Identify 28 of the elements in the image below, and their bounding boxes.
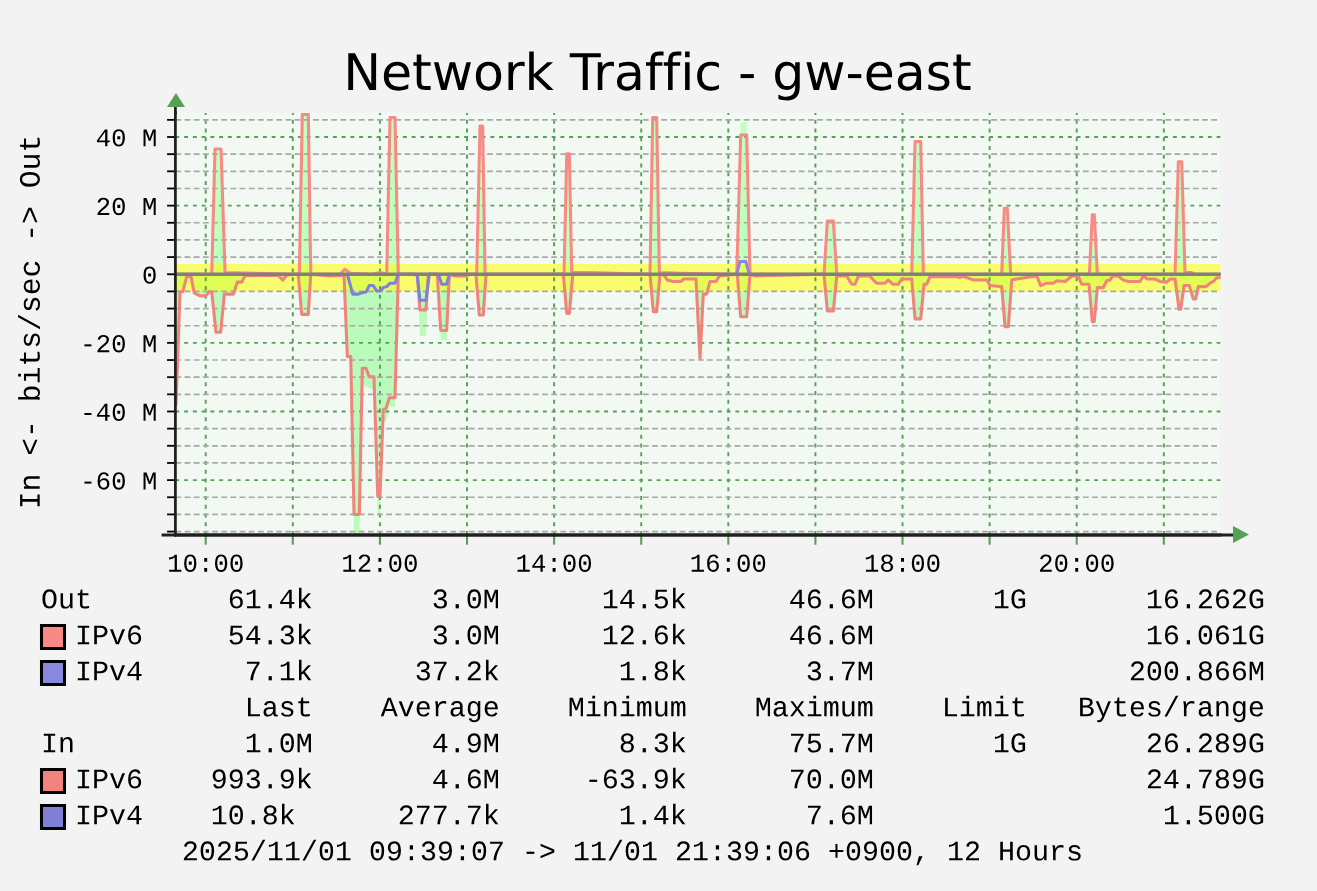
x-tick-label: 12:00: [343, 554, 417, 572]
x-tick-label: 14:00: [517, 554, 592, 572]
text: 10.8k 277.7k 1.4k 7.6M 1.500G: [212, 803, 1264, 825]
y-tick-label: -40 M: [84, 403, 156, 422]
text: 993.9k 4.6M -63.9k 70.0M 24.789G: [212, 767, 1264, 789]
x-tick-label: 20:00: [1039, 554, 1114, 572]
legend-label: IPv4: [77, 661, 142, 681]
y-tick-label: 0: [143, 266, 156, 284]
y-tick-label: 20 M: [97, 197, 156, 216]
text: 61.4k 3.0M 14.5k 46.6M 1G 16.262G: [229, 587, 1264, 609]
text: 54.3k 3.0M 12.6k 46.6M 16.061G: [229, 623, 1264, 645]
x-tick-label: 16:00: [691, 554, 766, 572]
text: In: [43, 733, 73, 753]
text: 7.1k 37.2k 1.8k 3.7M 200.866M: [246, 659, 1264, 681]
legend-label: IPv4: [77, 805, 142, 825]
x-tick-label: 18:00: [865, 554, 940, 572]
text: 2025/11/01 09:39:07 -> 11/01 21:39:06 +0900, 12 Hours: [183, 839, 1081, 866]
text: Out: [42, 589, 90, 609]
y-tick-label: -60 M: [84, 472, 156, 490]
legend-label: IPv6: [77, 625, 142, 645]
y-axis-title: In <- bits/sec -> Out: [18, 137, 40, 507]
x-tick-label: 10:00: [169, 554, 243, 572]
y-tick-label: -20 M: [84, 334, 156, 353]
text: 1.0M 4.9M 8.3k 75.7M 1G 26.289G: [246, 731, 1264, 753]
chart-title: Network Traffic - gw-east: [348, 51, 971, 101]
text: Last Average Minimum Maximum Limit Bytes/range: [248, 695, 1264, 723]
legend-label: IPv6: [77, 769, 142, 789]
y-tick-label: 40 M: [96, 129, 156, 147]
